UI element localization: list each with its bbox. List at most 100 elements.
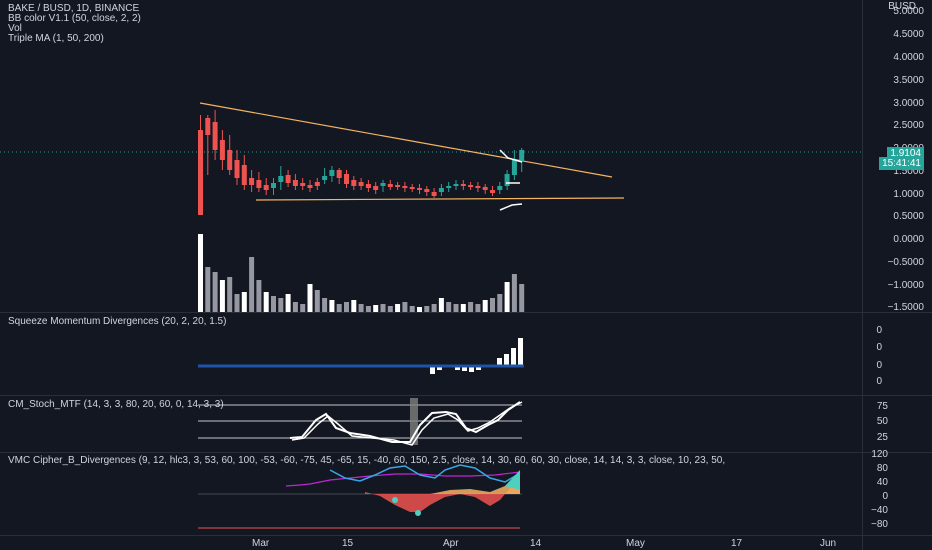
candle-body bbox=[249, 178, 255, 185]
indicator-vol-label[interactable]: Vol bbox=[8, 23, 22, 34]
squeeze-bar-negative bbox=[455, 366, 460, 370]
stoch-title[interactable]: CM_Stoch_MTF (14, 3, 3, 80, 20, 60, 0, 1… bbox=[8, 399, 224, 410]
candle-body bbox=[468, 185, 474, 187]
volume-bar bbox=[431, 304, 437, 312]
candle-body bbox=[417, 188, 422, 190]
volume-bar bbox=[234, 294, 240, 312]
candle-body bbox=[482, 187, 488, 190]
volume-bar bbox=[336, 304, 342, 312]
price-axis-label: 0.0000 bbox=[893, 234, 924, 245]
volume-bar bbox=[409, 306, 415, 312]
volume-bar bbox=[358, 304, 364, 312]
candle-body bbox=[292, 180, 298, 186]
volume-bar bbox=[212, 272, 218, 312]
time-axis-label: Mar bbox=[252, 538, 270, 549]
volume-bar bbox=[490, 298, 495, 312]
cipher-title[interactable]: VMC Cipher_B_Divergences (9, 12, hlc3, 3… bbox=[8, 455, 726, 466]
pane-separator[interactable] bbox=[0, 452, 932, 453]
volume-bar bbox=[227, 277, 233, 312]
candle-body bbox=[227, 150, 233, 170]
cipher-buy-dot bbox=[415, 510, 421, 516]
price-axis-label: −0.5000 bbox=[887, 257, 924, 268]
indicator-bb-label[interactable]: BB color V1.1 (50, close, 2, 2) bbox=[8, 13, 141, 24]
volume-bar bbox=[241, 292, 247, 312]
volume-bar bbox=[504, 282, 510, 312]
volume-bar bbox=[292, 302, 298, 312]
volume-bar bbox=[373, 305, 379, 312]
volume-bars bbox=[198, 234, 525, 312]
squeeze-histogram bbox=[430, 338, 523, 374]
candle-body bbox=[307, 185, 313, 188]
pane-separator[interactable] bbox=[0, 535, 932, 536]
squeeze-bar-positive bbox=[504, 354, 509, 366]
volume-bar bbox=[263, 292, 269, 312]
candle-body bbox=[241, 165, 247, 185]
volume-bar bbox=[351, 300, 357, 312]
squeeze-bar-negative bbox=[462, 366, 467, 371]
volume-bar bbox=[322, 298, 328, 312]
squeeze-axis-label: 0 bbox=[876, 325, 882, 336]
volume-bar bbox=[307, 284, 313, 312]
time-axis-label: 14 bbox=[530, 538, 542, 549]
candle-body bbox=[314, 182, 320, 186]
squeeze-bar-positive bbox=[511, 348, 516, 366]
volume-bar bbox=[344, 302, 349, 312]
price-axis-label: 1.5000 bbox=[893, 166, 924, 177]
candle-body bbox=[322, 176, 328, 180]
cipher-axis-label: 0 bbox=[882, 491, 888, 502]
squeeze-title[interactable]: Squeeze Momentum Divergences (20, 2, 20,… bbox=[8, 316, 227, 327]
price-axis-label: 3.5000 bbox=[893, 75, 924, 86]
candle-body bbox=[234, 160, 240, 178]
candle-body bbox=[278, 176, 284, 182]
stoch-axis-label: 75 bbox=[876, 401, 888, 412]
volume-bar bbox=[271, 296, 276, 312]
volume-bar bbox=[475, 304, 481, 312]
price-axis-label: 5.0000 bbox=[893, 6, 924, 17]
price-axis-label: 1.0000 bbox=[893, 189, 924, 200]
volume-bar bbox=[329, 300, 335, 312]
currency-label: BUSD bbox=[888, 1, 916, 12]
volume-bar bbox=[402, 302, 408, 312]
cipher-mf-positive-area bbox=[430, 476, 520, 494]
candle-body bbox=[446, 186, 452, 188]
candle-body bbox=[395, 185, 401, 187]
volume-bar bbox=[219, 280, 225, 312]
candle-body bbox=[344, 174, 349, 184]
candle-body bbox=[424, 189, 430, 192]
volume-bar bbox=[278, 298, 284, 312]
candlesticks bbox=[198, 110, 525, 215]
cipher-axis-label: −80 bbox=[871, 519, 888, 530]
price-axis-label: 2.5000 bbox=[893, 120, 924, 131]
candle-body bbox=[409, 187, 415, 189]
candle-body bbox=[198, 130, 203, 215]
volume-bar bbox=[380, 304, 386, 312]
candle-body bbox=[358, 182, 364, 186]
cipher-axis-label: −40 bbox=[871, 505, 888, 516]
volume-bar bbox=[285, 294, 291, 312]
volume-bar bbox=[387, 306, 393, 312]
volume-bar bbox=[205, 267, 211, 312]
cipher-rsi-line bbox=[285, 471, 521, 487]
cipher-wave-line bbox=[329, 464, 521, 483]
squeeze-axis-label: 0 bbox=[876, 376, 882, 387]
stoch-d-line bbox=[291, 401, 523, 446]
lower-trendline bbox=[255, 197, 625, 201]
indicator-triple-ma-label[interactable]: Triple MA (1, 50, 200) bbox=[8, 33, 104, 44]
volume-bar bbox=[395, 304, 401, 312]
price-axis-border bbox=[862, 0, 863, 550]
pane-separator[interactable] bbox=[0, 395, 932, 396]
pane-separator[interactable] bbox=[0, 312, 932, 313]
symbol-title[interactable]: BAKE / BUSD, 1D, BINANCE bbox=[8, 3, 140, 14]
candle-body bbox=[365, 184, 371, 188]
cipher-axis-label: 120 bbox=[871, 449, 888, 460]
price-axis-label: 0.5000 bbox=[893, 211, 924, 222]
volume-bar bbox=[314, 290, 320, 312]
volume-bar bbox=[438, 298, 444, 312]
cipher-green-area bbox=[505, 470, 520, 490]
price-axis-label: −1.5000 bbox=[887, 302, 924, 313]
candle-body bbox=[511, 160, 517, 175]
chart-canvas[interactable] bbox=[0, 0, 862, 535]
stoch-k-line bbox=[289, 401, 521, 443]
squeeze-axis-label: 0 bbox=[876, 360, 882, 371]
volume-bar bbox=[249, 257, 255, 312]
